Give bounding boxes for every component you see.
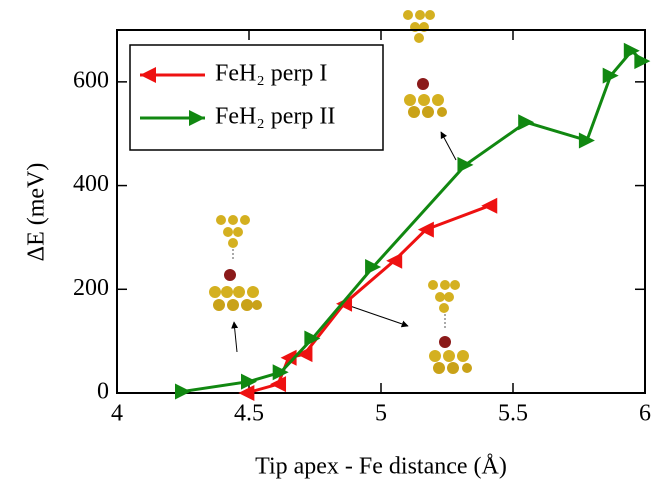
data-point: [175, 383, 191, 400]
y-tick-label: 0: [97, 379, 109, 405]
y-tick-label: 200: [73, 275, 109, 301]
data-point: [272, 364, 289, 381]
x-axis-label: Tip apex - Fe distance (Å): [255, 454, 507, 480]
x-tick-label: 4.5: [234, 401, 264, 427]
y-axis-label: ΔE (meV): [24, 163, 50, 262]
x-tick-label: 5.5: [498, 401, 528, 427]
legend: [129, 44, 384, 151]
y-tick-label: 400: [73, 171, 109, 197]
data-point: [417, 221, 434, 238]
data-point: [386, 252, 403, 269]
structure-insets: [209, 4, 472, 374]
legend-label: FeH₂ perp I: [215, 61, 327, 87]
data-point: [238, 385, 255, 401]
data-point: [634, 53, 651, 70]
x-tick-label: 6: [639, 401, 651, 427]
data-point: [602, 67, 619, 84]
data-point: [241, 373, 257, 390]
data-point: [296, 346, 313, 363]
legend-marker: [189, 110, 205, 126]
x-tick-label: 4: [111, 401, 123, 427]
data-point: [457, 156, 474, 173]
data-point: [623, 42, 640, 59]
data-point: [304, 330, 321, 347]
data-point: [578, 132, 595, 149]
data-point: [518, 114, 535, 131]
legend-label: FeH₂ perp II: [215, 104, 335, 130]
x-tick-label: 5: [375, 401, 387, 427]
data-point: [365, 258, 382, 275]
y-tick-label: 600: [73, 67, 109, 93]
data-point: [270, 376, 287, 393]
data-point: [481, 197, 498, 214]
data-point: [336, 295, 353, 312]
legend-marker: [140, 67, 156, 83]
